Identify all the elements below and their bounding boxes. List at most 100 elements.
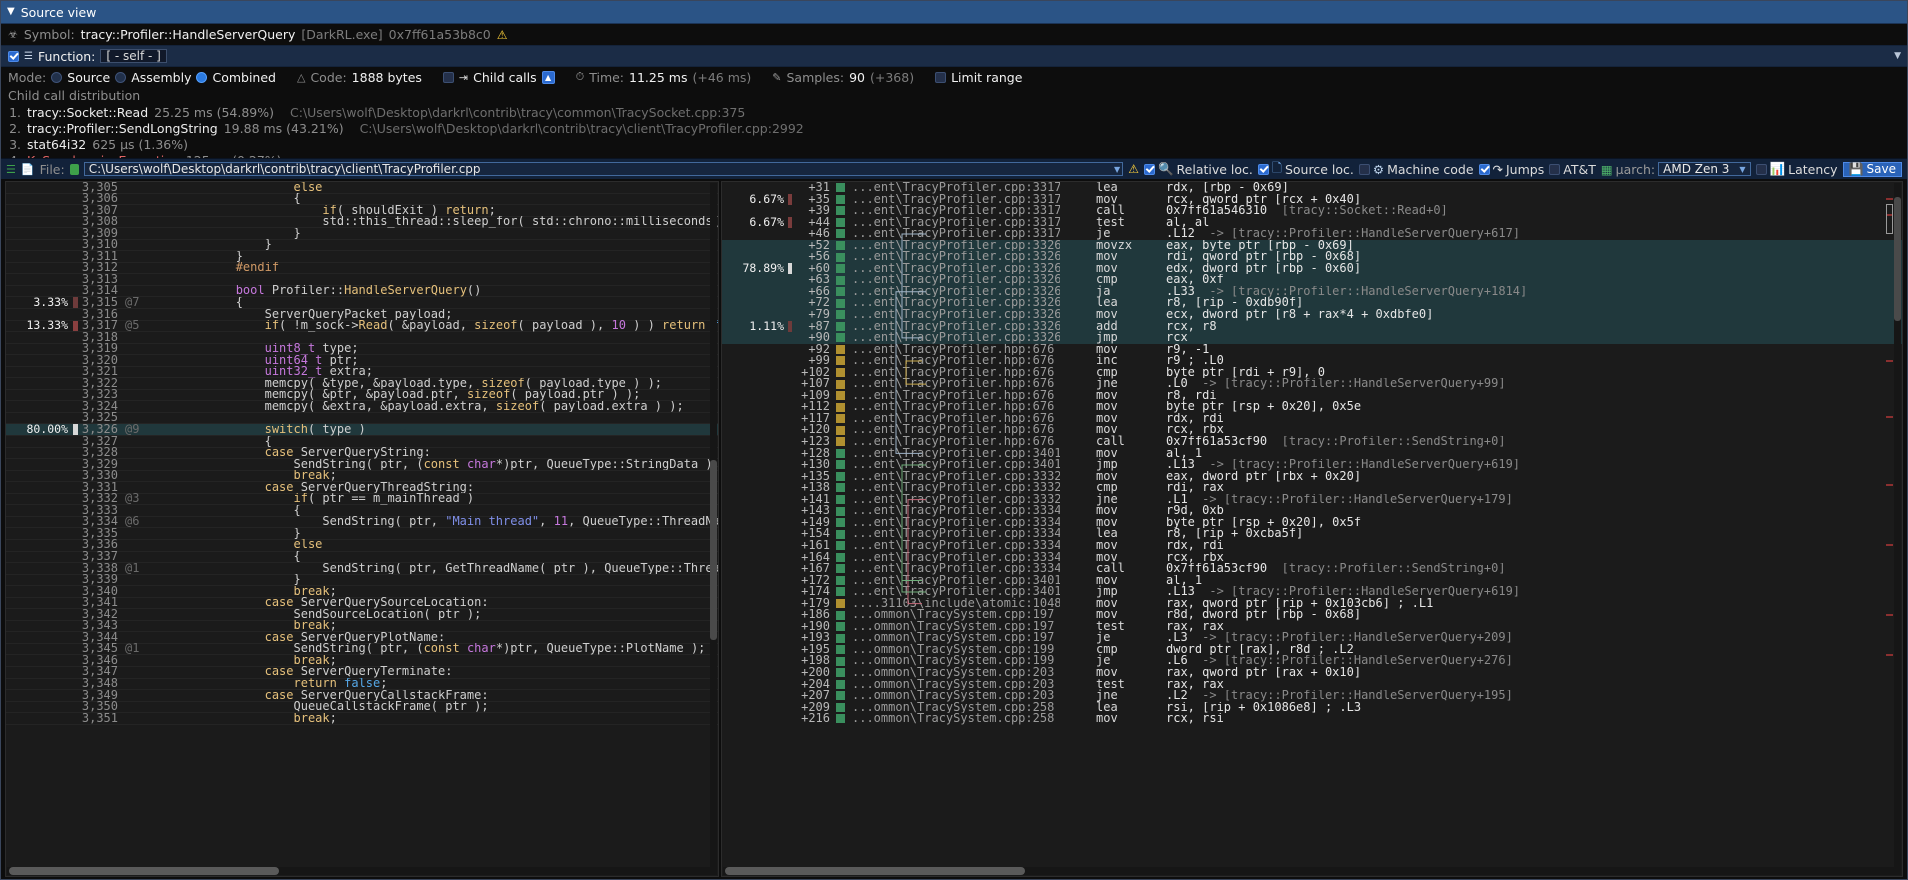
- warning-triangle-icon[interactable]: ⚠: [496, 27, 508, 42]
- assembly-line[interactable]: +200 ...ommon\TracySystem.cpp:203 mov rax, …: [722, 666, 1902, 679]
- source-vscroll-thumb[interactable]: [710, 459, 717, 640]
- source-line[interactable]: 3,328 case ServerQueryString:: [6, 446, 718, 460]
- source-line[interactable]: 3,336 else: [6, 539, 718, 552]
- assembly-line[interactable]: +56 ...ent\TracyProfiler.cpp:3326 mov rdi, …: [722, 251, 1902, 263]
- source-line[interactable]: 3,306 {: [6, 192, 718, 206]
- limit-range-checkbox[interactable]: [935, 71, 947, 83]
- assembly-line[interactable]: +209 ...ommon\TracySystem.cpp:258 lea rsi, …: [722, 701, 1902, 714]
- assembly-line[interactable]: +179 ....31103\include\atomic:1048 mov rax,…: [722, 597, 1902, 610]
- source-line[interactable]: 3,338 @1 SendString( ptr, GetThreadName( …: [6, 562, 718, 575]
- latency-checkbox[interactable]: [1755, 163, 1767, 175]
- assembly-line[interactable]: 6.67% +44 ...ent\TracyProfiler.cpp:3317 tes…: [722, 216, 1902, 229]
- source-line[interactable]: 3,347 case ServerQueryTerminate:: [6, 666, 718, 679]
- collapse-triangle-icon[interactable]: ▼: [7, 6, 15, 17]
- function-checkbox[interactable]: [8, 50, 19, 62]
- file-path-input[interactable]: C:\Users\wolf\Desktop\darkrl\contrib\tra…: [83, 162, 1124, 176]
- function-value[interactable]: [ - self - ]: [100, 49, 167, 63]
- save-button[interactable]: 💾 Save: [1842, 161, 1902, 177]
- chevron-down-icon[interactable]: ▼: [1114, 164, 1121, 174]
- source-line[interactable]: 3,349 case ServerQueryCallstackFrame:: [6, 689, 718, 702]
- mode-option-source[interactable]: Source: [67, 69, 111, 85]
- child-call-row[interactable]: 4. KeSynchronizeExecution 125 µs (0.27%): [1, 152, 1907, 159]
- source-line[interactable]: 3,343 break;: [6, 620, 718, 633]
- source-line[interactable]: 3,316 ServerQueryPacket payload;: [6, 308, 718, 321]
- assembly-line[interactable]: +164 ...ent\TracyProfiler.cpp:3334 mov rcx,…: [722, 551, 1902, 564]
- assembly-line[interactable]: +46 ...ent\TracyProfiler.cpp:3317 je .L12 -…: [722, 227, 1902, 240]
- assembly-line[interactable]: +174 ...ent\TracyProfiler.cpp:3401 jmp .L13…: [722, 585, 1902, 598]
- source-line[interactable]: 13.33% 3,317 @5 if( !m_sock->Read( &payloa…: [6, 319, 718, 333]
- child-call-row[interactable]: 1. tracy::Socket::Read 25.25 ms (54.89%) C:…: [1, 104, 1907, 120]
- source-line[interactable]: 3,311 }: [6, 250, 718, 263]
- source-line[interactable]: 3,339 }: [6, 573, 718, 587]
- assembly-line[interactable]: +161 ...ent\TracyProfiler.cpp:3334 mov rdx,…: [722, 539, 1902, 552]
- assembly-vscroll-thumb[interactable]: [1894, 196, 1901, 322]
- assembly-line[interactable]: +204 ...ommon\TracySystem.cpp:203 test rax,…: [722, 678, 1902, 691]
- mode-option-combined[interactable]: Combined: [212, 69, 276, 85]
- source-line[interactable]: 3,308 std::this_thread::sleep_for( std::…: [6, 215, 718, 229]
- source-line[interactable]: 3,333 {: [6, 504, 718, 517]
- assembly-line[interactable]: +109 ...ent\TracyProfiler.hpp:676 mov r8, r…: [722, 389, 1902, 402]
- assembly-line[interactable]: +99 ...ent\TracyProfiler.hpp:676 inc r9 ; .…: [722, 354, 1902, 367]
- source-line[interactable]: 3,319 uint8_t type;: [6, 342, 718, 356]
- assembly-line[interactable]: +39 ...ent\TracyProfiler.cpp:3317 call 0x7f…: [722, 204, 1902, 217]
- jumps-checkbox[interactable]: [1478, 163, 1490, 175]
- source-line[interactable]: 3,350 QueueCallstackFrame( ptr );: [6, 700, 718, 714]
- source-line[interactable]: 3,321 uint32_t extra;: [6, 365, 718, 379]
- jumps-option[interactable]: ↷ Jumps: [1478, 162, 1544, 177]
- mode-option-assembly[interactable]: Assembly: [131, 69, 192, 85]
- assembly-line[interactable]: +107 ...ent\TracyProfiler.hpp:676 jne .L0 -…: [722, 378, 1902, 390]
- assembly-hscroll-thumb[interactable]: [725, 867, 1025, 875]
- mode-radio-assembly[interactable]: [115, 71, 127, 83]
- source-line[interactable]: 3,312 #endif: [6, 262, 718, 275]
- source-line[interactable]: 3,318: [6, 331, 718, 344]
- assembly-line[interactable]: +138 ...ent\TracyProfiler.cpp:3332 cmp rdi,…: [722, 481, 1902, 494]
- assembly-horizontal-scrollbar[interactable]: [723, 867, 1901, 875]
- source-vertical-scrollbar[interactable]: [710, 183, 717, 875]
- assembly-line[interactable]: 1.11% +87 ...ent\TracyProfiler.cpp:3326 add…: [722, 320, 1902, 333]
- assembly-line[interactable]: +172 ...ent\TracyProfiler.cpp:3401 mov al, …: [722, 574, 1902, 587]
- assembly-line[interactable]: +72 ...ent\TracyProfiler.cpp:3326 lea r8, […: [722, 297, 1902, 310]
- assembly-line[interactable]: +135 ...ent\TracyProfiler.cpp:3332 mov eax,…: [722, 470, 1902, 483]
- latency-option[interactable]: 📊 Latency: [1755, 161, 1838, 177]
- assembly-line[interactable]: +117 ...ent\TracyProfiler.hpp:676 mov rdx, …: [722, 412, 1902, 425]
- source-line[interactable]: 3,325: [6, 412, 718, 425]
- mode-radio-source[interactable]: [51, 71, 63, 83]
- assembly-line[interactable]: +149 ...ent\TracyProfiler.cpp:3334 mov byte…: [722, 516, 1902, 529]
- assembly-code-list[interactable]: +31 ...ent\TracyProfiler.cpp:3317 lea rdx, …: [722, 182, 1902, 866]
- assembly-line[interactable]: +195 ...ommon\TracySystem.cpp:199 cmp dword…: [722, 643, 1902, 656]
- source-line[interactable]: 3,348 return false;: [6, 677, 718, 691]
- assembly-line[interactable]: +143 ...ent\TracyProfiler.cpp:3334 mov r9d,…: [722, 505, 1902, 517]
- relative-loc-checkbox[interactable]: [1143, 163, 1155, 175]
- assembly-line[interactable]: +167 ...ent\TracyProfiler.cpp:3334 call 0x7…: [722, 562, 1902, 575]
- source-line[interactable]: 3.33% 3,315 @7 {: [6, 296, 718, 310]
- att-checkbox[interactable]: [1549, 163, 1561, 175]
- source-line[interactable]: 3,323 memcpy( &ptr, &payload.ptr, sizeof…: [6, 389, 718, 402]
- layers-icon[interactable]: ☰: [6, 162, 16, 176]
- mode-radio-combined[interactable]: [196, 71, 208, 83]
- assembly-line[interactable]: +123 ...ent\TracyProfiler.hpp:676 call 0x7f…: [722, 435, 1902, 448]
- assembly-line[interactable]: 6.67% +35 ...ent\TracyProfiler.cpp:3317 mov…: [722, 193, 1902, 206]
- limit-range-label[interactable]: Limit range: [951, 69, 1023, 85]
- source-line[interactable]: 3,322 memcpy( &type, &payload.type, size…: [6, 377, 718, 390]
- assembly-line[interactable]: +141 ...ent\TracyProfiler.cpp:3332 jne .L1 …: [722, 493, 1902, 506]
- source-code-list[interactable]: 3,305 else 3,306 {3,307 if( shouldExit ) …: [6, 182, 718, 866]
- source-line[interactable]: 3,341 case ServerQuerySourceLocation:: [6, 596, 718, 610]
- machine-code-option[interactable]: ⚙ Machine code: [1358, 162, 1474, 177]
- source-line[interactable]: 3,332 @3 if( ptr == m_mainThread ): [6, 492, 718, 506]
- chevron-up-icon[interactable]: ▲: [541, 70, 555, 84]
- source-line[interactable]: 3,346 break;: [6, 654, 718, 667]
- child-call-distribution-list[interactable]: 1. tracy::Socket::Read 25.25 ms (54.89%) C:…: [1, 104, 1907, 158]
- source-hscroll-thumb[interactable]: [9, 867, 279, 875]
- source-line[interactable]: 3,330 break;: [6, 469, 718, 483]
- source-line[interactable]: 80.00% 3,326 @9 switch( type ): [6, 423, 718, 437]
- source-line[interactable]: 3,351 break;: [6, 712, 718, 725]
- source-line[interactable]: 3,334 @6 SendString( ptr, "Main thread", …: [6, 516, 718, 529]
- assembly-line[interactable]: +186 ...ommon\TracySystem.cpp:197 mov r8d, …: [722, 608, 1902, 621]
- uarch-select[interactable]: AMD Zen 3 ▼: [1658, 162, 1751, 176]
- source-line[interactable]: 3,310 }: [6, 238, 718, 252]
- assembly-line[interactable]: +190 ...ommon\TracySystem.cpp:197 test rax,…: [722, 620, 1902, 633]
- assembly-line[interactable]: +216 ...ommon\TracySystem.cpp:258 mov rcx, …: [722, 712, 1902, 725]
- source-line[interactable]: 3,340 break;: [6, 585, 718, 598]
- assembly-line[interactable]: +207 ...ommon\TracySystem.cpp:203 jne .L2 -…: [722, 689, 1902, 702]
- assembly-line[interactable]: +112 ...ent\TracyProfiler.hpp:676 mov byte …: [722, 401, 1902, 413]
